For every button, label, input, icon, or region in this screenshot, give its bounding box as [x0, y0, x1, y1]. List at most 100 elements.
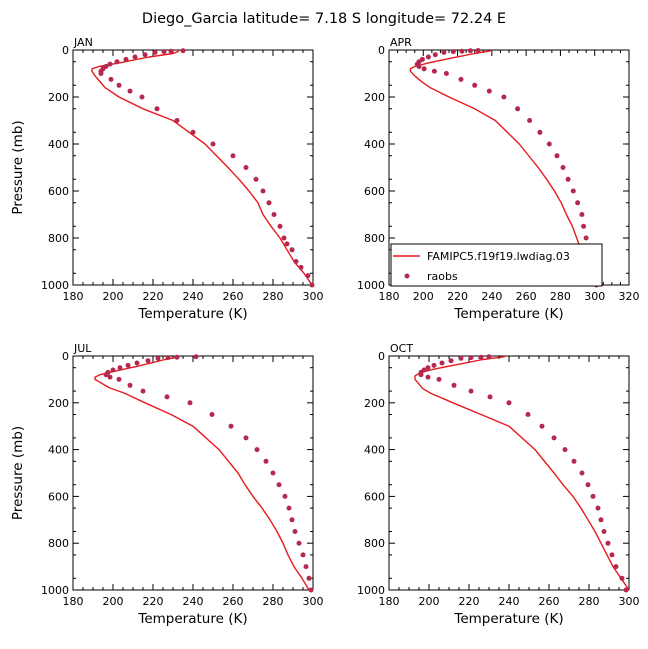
x-tick-label: 220 — [447, 290, 468, 303]
raobs-point — [253, 176, 259, 182]
raobs-point — [127, 382, 133, 388]
raobs-point — [431, 362, 437, 368]
panel-title: JAN — [73, 36, 93, 49]
raobs-point — [458, 76, 464, 82]
raobs-point — [487, 394, 493, 400]
raobs-point — [305, 273, 311, 279]
raobs-point — [296, 540, 302, 546]
raobs-point — [289, 517, 295, 523]
raobs-point — [116, 82, 122, 88]
raobs-point — [458, 355, 464, 361]
x-tick-label: 240 — [481, 290, 502, 303]
raobs-point — [110, 367, 116, 373]
raobs-point — [298, 264, 304, 270]
y-axis-label: Pressure (mb) — [10, 426, 26, 520]
raobs-point — [459, 48, 465, 54]
raobs-point — [421, 66, 427, 72]
x-tick-label: 180 — [379, 290, 400, 303]
raobs-point — [501, 94, 507, 100]
raobs-point — [243, 435, 249, 441]
panel-title: APR — [390, 36, 412, 49]
x-tick-label: 180 — [63, 290, 84, 303]
y-tick-label: 400 — [48, 138, 69, 151]
raobs-point — [431, 68, 437, 74]
legend: FAMIPC5.f19f19.lwdiag.03 raobs — [390, 243, 603, 287]
raobs-point — [282, 493, 288, 499]
raobs-point — [609, 552, 615, 558]
raobs-point — [123, 56, 129, 62]
y-axis-label: Pressure (mb) — [10, 120, 26, 214]
plot-frame — [388, 355, 630, 591]
raobs-point — [230, 153, 236, 159]
x-tick-label: 300 — [584, 290, 605, 303]
plot-frame — [72, 355, 314, 591]
x-tick-label: 280 — [550, 290, 571, 303]
raobs-point — [486, 354, 492, 360]
raobs-point — [289, 247, 295, 253]
raobs-point — [475, 48, 481, 53]
raobs-point — [116, 376, 122, 382]
y-tick-label: 400 — [364, 138, 385, 151]
raobs-point — [180, 48, 186, 54]
raobs-point — [187, 400, 193, 406]
model-profile-line — [409, 49, 603, 286]
y-tick-label: 200 — [48, 91, 69, 104]
model-profile-line — [91, 50, 313, 286]
raobs-point — [562, 447, 568, 453]
legend-dot-swatch — [404, 273, 410, 279]
raobs-point — [174, 118, 180, 123]
raobs-point — [527, 118, 533, 123]
raobs-point — [525, 412, 531, 417]
raobs-point — [478, 354, 484, 360]
raobs-point — [450, 49, 456, 55]
raobs-point — [425, 54, 431, 60]
raobs-point — [284, 241, 290, 247]
y-tick-label: 1000 — [41, 279, 69, 292]
y-tick-label: 0 — [62, 44, 69, 57]
raobs-point — [139, 94, 145, 100]
raobs-point — [590, 493, 596, 499]
y-tick-label: 1000 — [357, 584, 385, 597]
panel-apr: APR 180 200 220 240 260 280 300 320 0 200 400 600 800… — [357, 36, 640, 322]
raobs-point — [306, 575, 312, 581]
x-axis-label: Temperature (K) — [137, 306, 247, 322]
raobs-point — [292, 529, 298, 534]
raobs-point — [155, 355, 161, 361]
raobs-point — [432, 52, 438, 58]
x-tick-label: 260 — [539, 595, 560, 608]
raobs-point — [309, 282, 315, 288]
raobs-point — [623, 587, 629, 593]
model-profile-line — [94, 355, 310, 591]
raobs-point — [441, 49, 447, 55]
x-tick-label: 300 — [303, 290, 324, 303]
y-tick-label: 600 — [48, 490, 69, 503]
raobs-point — [546, 141, 552, 147]
x-tick-label: 240 — [499, 595, 520, 608]
raobs-point — [243, 165, 249, 170]
raobs-point — [281, 235, 287, 241]
raobs-point — [127, 88, 133, 94]
x-axis-label: Temperature (K) — [453, 306, 563, 322]
y-tick-label: 400 — [48, 444, 69, 457]
y-tick-label: 200 — [48, 397, 69, 410]
raobs-point — [537, 129, 543, 135]
x-tick-label: 280 — [263, 595, 284, 608]
raobs-point — [277, 223, 283, 229]
x-tick-label: 220 — [143, 290, 164, 303]
raobs-point — [270, 470, 276, 476]
raobs-point — [605, 540, 611, 546]
panel-oct: OCT 180 200 220 240 260 280 300 0 200 400 600 800 100… — [357, 342, 640, 627]
raobs-point — [303, 564, 309, 570]
x-tick-label: 200 — [413, 290, 434, 303]
x-tick-label: 200 — [419, 595, 440, 608]
raobs-point — [174, 354, 180, 360]
raobs-point — [419, 56, 425, 62]
x-tick-label: 200 — [103, 595, 124, 608]
y-tick-label: 800 — [364, 232, 385, 245]
x-axis-label: Temperature (K) — [453, 611, 563, 627]
raobs-point — [448, 358, 454, 364]
x-tick-label: 300 — [303, 595, 324, 608]
raobs-point — [468, 355, 474, 361]
raobs-point — [210, 141, 216, 147]
